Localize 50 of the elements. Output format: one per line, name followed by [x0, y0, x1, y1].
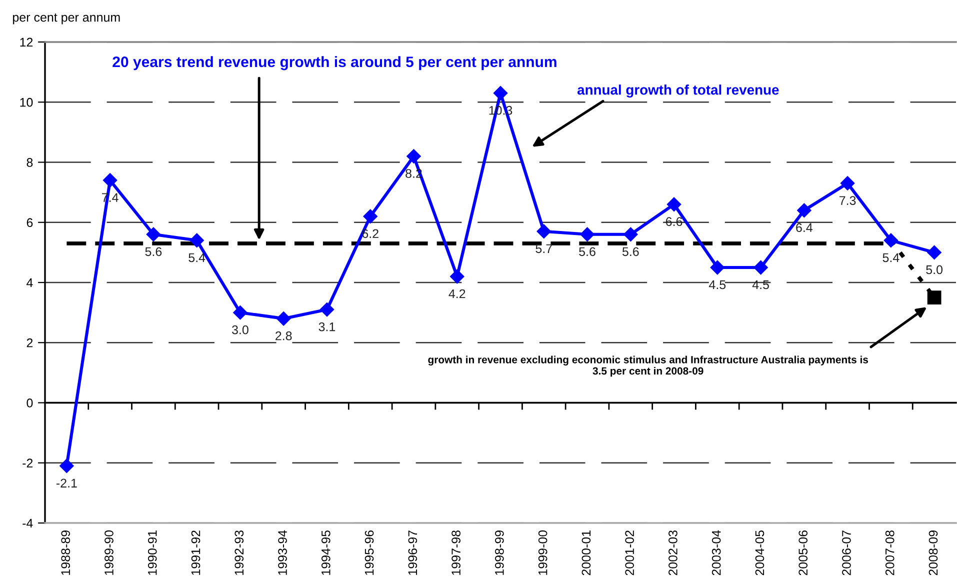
x-tick-label: 2004-05 [755, 530, 764, 576]
x-tick-label: 1995-96 [364, 530, 374, 575]
y-tick-label: 4 [26, 278, 33, 288]
x-tick-label: 1998-99 [495, 530, 504, 575]
y-tick-label: 0 [26, 398, 33, 408]
data-label: 5.4 [882, 253, 900, 262]
y-tick-label: 8 [26, 158, 33, 167]
x-tick-label: 2001-02 [625, 530, 634, 576]
x-tick-label: 1996-97 [408, 530, 418, 575]
x-tick-label: 1999-00 [538, 530, 548, 575]
data-label: 5.7 [536, 244, 552, 254]
annotation: 20 years trend revenue growth is around 5 per cent per annum [112, 56, 556, 70]
data-label: 5.6 [622, 247, 639, 256]
x-tick-label: 2002-03 [668, 530, 678, 576]
y-tick-label: 2 [26, 338, 33, 348]
y-tick-label: 6 [26, 218, 33, 228]
data-label: 4.2 [448, 289, 466, 298]
y-axis-title: per cent per annum [13, 14, 120, 24]
annotation: growth in revenue excluding economic stimulus and Infrastructure Australia payments is 3.5 per cent in 2008-09 [428, 356, 868, 377]
x-tick-label: 2005-06 [798, 530, 808, 576]
data-label: 7.3 [840, 196, 856, 205]
x-tick-label: 2006-07 [842, 530, 851, 576]
x-tick-label: 2000-01 [582, 530, 591, 576]
x-tick-label: 1993-94 [278, 530, 287, 575]
x-tick-label: 1989-90 [104, 530, 114, 575]
data-label: 5.6 [145, 247, 162, 256]
x-tick-label: 1990-91 [148, 530, 157, 575]
annotation: annual growth of total revenue [577, 84, 779, 98]
x-tick-label: 2003-04 [712, 530, 721, 576]
y-tick-label: 12 [20, 38, 33, 47]
data-label: 5.4 [188, 253, 206, 262]
x-tick-label: 2007-08 [885, 530, 894, 576]
x-tick-label: 1994-95 [321, 530, 330, 575]
data-label: 3.1 [318, 322, 336, 332]
data-label: 5.0 [926, 265, 943, 274]
y-tick-label: -2 [22, 458, 33, 468]
data-label: 2.8 [276, 331, 292, 340]
x-tick-label: 1992-93 [234, 530, 244, 575]
data-label: 3.0 [232, 325, 248, 334]
x-tick-label: 1997-98 [452, 530, 460, 575]
x-tick-label: 1991-92 [191, 530, 200, 575]
x-tick-label: 2008-09 [928, 530, 938, 576]
data-label: -2.1 [56, 478, 77, 488]
data-label: 6.4 [796, 223, 812, 232]
data-label: 5.6 [579, 247, 596, 256]
x-tick-label: 1988-89 [61, 530, 70, 575]
y-tick-label: 10 [20, 98, 33, 107]
y-tick-label: -4 [22, 518, 33, 528]
data-label: 4.5 [752, 280, 769, 290]
data-label: 4.5 [709, 280, 726, 290]
